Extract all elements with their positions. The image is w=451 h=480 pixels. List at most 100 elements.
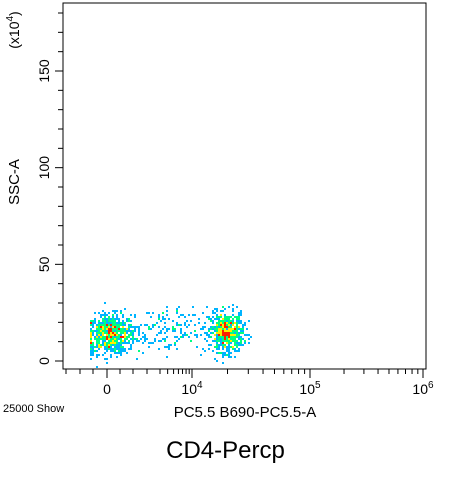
event-dot xyxy=(194,330,196,332)
event-dot xyxy=(108,334,110,336)
event-dot xyxy=(92,320,94,322)
event-dot xyxy=(200,334,202,336)
event-dot xyxy=(242,324,244,326)
event-dot xyxy=(210,318,212,320)
event-dot xyxy=(226,320,228,322)
event-dot xyxy=(222,330,224,332)
event-dot xyxy=(110,324,112,326)
event-dot xyxy=(234,342,236,344)
event-dot xyxy=(122,330,124,332)
event-dot xyxy=(104,318,106,320)
event-dot xyxy=(230,340,232,342)
event-dot xyxy=(98,342,100,344)
event-dot xyxy=(136,338,138,340)
event-dot xyxy=(144,324,146,326)
event-dot xyxy=(120,336,122,338)
event-dot xyxy=(112,326,114,328)
event-dot xyxy=(224,340,226,342)
event-dot xyxy=(158,316,160,318)
event-dot xyxy=(114,330,116,332)
event-dot xyxy=(228,334,230,336)
event-dot xyxy=(166,328,168,330)
event-dot xyxy=(208,330,210,332)
event-dot xyxy=(142,352,144,354)
event-dot xyxy=(106,332,108,334)
event-dot xyxy=(116,346,118,348)
event-dot xyxy=(110,338,112,340)
event-dot xyxy=(148,346,150,348)
event-dot xyxy=(96,344,98,346)
event-dot xyxy=(234,316,236,318)
event-dot xyxy=(208,344,210,346)
event-dot xyxy=(218,338,220,340)
event-dot xyxy=(110,356,112,358)
event-dot xyxy=(222,320,224,322)
event-dot xyxy=(204,338,206,340)
event-dot xyxy=(236,344,238,346)
event-dot xyxy=(116,356,118,358)
event-dot xyxy=(104,336,106,338)
event-dot xyxy=(114,310,116,312)
event-dot xyxy=(228,356,230,358)
event-dot xyxy=(234,330,236,332)
event-dot xyxy=(112,330,114,332)
event-dot xyxy=(132,332,134,334)
event-dot xyxy=(118,326,120,328)
event-dot xyxy=(216,316,218,318)
event-dot xyxy=(182,334,184,336)
event-dot xyxy=(224,334,226,336)
event-dot xyxy=(240,338,242,340)
event-dot xyxy=(94,318,96,320)
event-dot xyxy=(128,330,130,332)
event-dot xyxy=(228,326,230,328)
event-dot xyxy=(248,338,250,340)
event-dot xyxy=(116,326,118,328)
event-dot xyxy=(130,346,132,348)
x-axis-label: PC5.5 B690-PC5.5-A xyxy=(174,404,317,421)
event-dot xyxy=(114,340,116,342)
event-dot xyxy=(110,346,112,348)
event-dot xyxy=(116,324,118,326)
event-dot xyxy=(98,340,100,342)
event-dot xyxy=(120,328,122,330)
event-dot xyxy=(158,318,160,320)
event-dot xyxy=(90,354,92,356)
event-dot xyxy=(166,310,168,312)
event-dot xyxy=(92,346,94,348)
event-dot xyxy=(96,334,98,336)
event-dot xyxy=(176,308,178,310)
event-dot xyxy=(232,328,234,330)
event-dot xyxy=(92,322,94,324)
event-dot xyxy=(240,342,242,344)
event-dot xyxy=(216,332,218,334)
event-dot xyxy=(134,316,136,318)
event-dot xyxy=(120,348,122,350)
event-dot xyxy=(138,330,140,332)
event-dot xyxy=(114,320,116,322)
event-dot xyxy=(124,338,126,340)
event-dot xyxy=(114,336,116,338)
event-dot xyxy=(102,332,104,334)
event-dot xyxy=(108,312,110,314)
event-dot xyxy=(126,338,128,340)
event-dot xyxy=(90,348,92,350)
event-dot xyxy=(238,320,240,322)
event-dot xyxy=(90,320,92,322)
event-dot xyxy=(112,350,114,352)
event-dot xyxy=(230,322,232,324)
event-dot xyxy=(132,334,134,336)
event-dot xyxy=(102,336,104,338)
event-dot xyxy=(128,318,130,320)
event-dot xyxy=(232,348,234,350)
event-dot xyxy=(92,348,94,350)
event-dot xyxy=(102,324,104,326)
event-dot xyxy=(118,338,120,340)
event-dot xyxy=(168,348,170,350)
event-dot xyxy=(124,334,126,336)
event-dot xyxy=(110,342,112,344)
event-dot xyxy=(176,336,178,338)
event-dot xyxy=(148,342,150,344)
event-dot xyxy=(126,332,128,334)
event-dot xyxy=(164,322,166,324)
event-dot xyxy=(232,340,234,342)
